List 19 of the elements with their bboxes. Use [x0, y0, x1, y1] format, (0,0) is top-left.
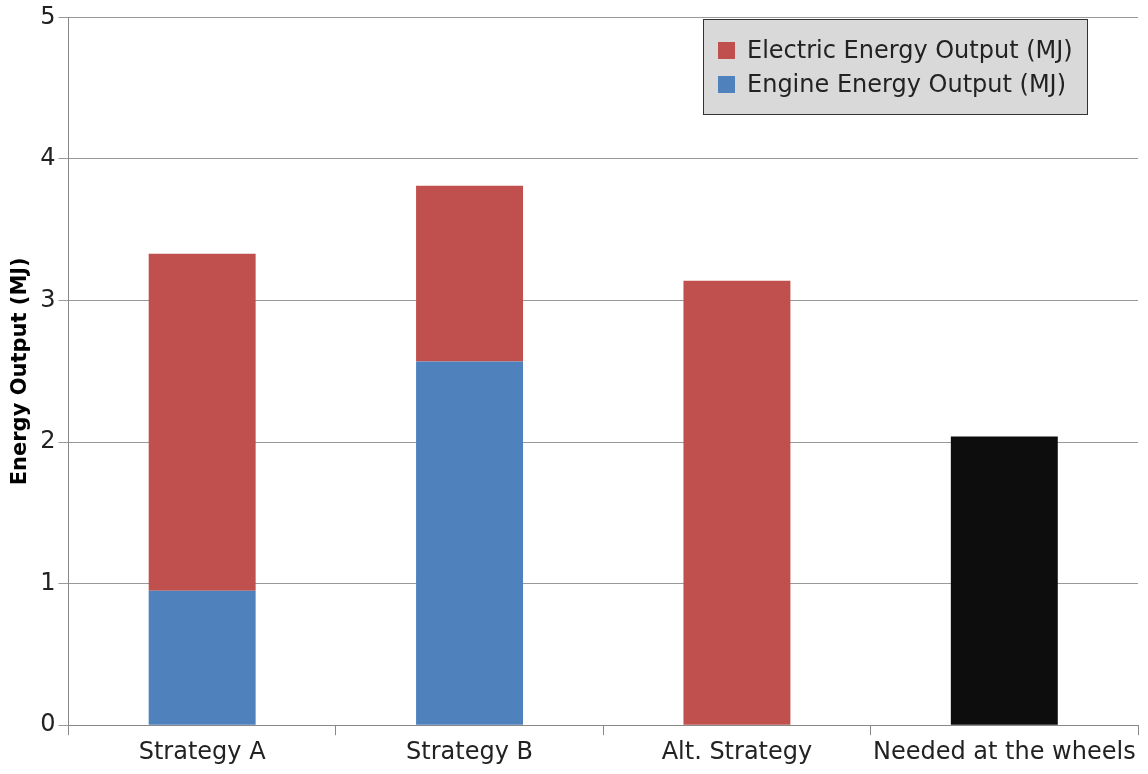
bar	[416, 185, 524, 362]
x-tick-label: Strategy B	[406, 736, 534, 765]
x-tick-label: Alt. Strategy	[661, 736, 813, 765]
legend-label: Engine Energy Output (MJ)	[747, 70, 1067, 99]
x-tick-label: Strategy A	[138, 736, 267, 765]
y-axis-title: Energy Output (MJ)	[7, 257, 32, 486]
bar	[950, 436, 1058, 725]
bar	[148, 590, 256, 725]
legend-label: Electric Energy Output (MJ)	[747, 36, 1073, 65]
y-tick-label: 1	[40, 567, 56, 596]
x-tick-label: Needed at the wheels	[872, 736, 1136, 765]
y-tick-label: 4	[40, 143, 56, 172]
bar	[416, 361, 524, 725]
bar	[148, 253, 256, 591]
y-tick-label: 0	[40, 709, 56, 738]
y-tick-label: 2	[40, 426, 56, 455]
bar	[683, 280, 791, 725]
y-tick-label: 5	[40, 1, 56, 30]
y-tick-label: 3	[40, 284, 56, 313]
